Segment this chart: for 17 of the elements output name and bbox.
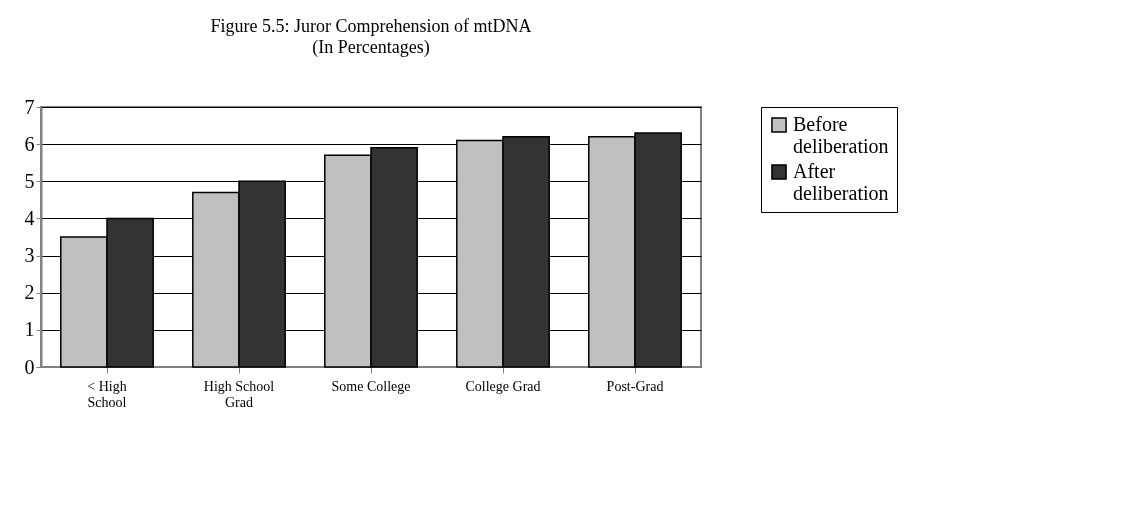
x-tick-label: College Grad — [465, 378, 541, 394]
y-tick-label: 4 — [24, 206, 35, 229]
y-tick-label: 5 — [24, 169, 35, 192]
y-tick-label: 0 — [24, 355, 35, 378]
y-tick-label: 2 — [24, 281, 35, 304]
y-tick-label: 6 — [24, 132, 35, 155]
y-tick-label: 3 — [24, 244, 35, 267]
legend-label: Before deliberation — [793, 113, 889, 157]
x-tick-label: Post-Grad — [606, 378, 664, 394]
x-tick-label: High School Grad — [203, 378, 275, 410]
chart-title: Figure 5.5: Juror Comprehension of mtDNA — [210, 16, 532, 36]
chart-subtitle: (In Percentages) — [312, 37, 430, 58]
y-tick-label: 1 — [24, 318, 35, 341]
y-tick-label: 7 — [24, 95, 35, 118]
x-tick-label: Some College — [331, 378, 411, 394]
legend-label: After deliberation — [793, 160, 889, 204]
x-tick-label: < High School — [87, 378, 127, 410]
